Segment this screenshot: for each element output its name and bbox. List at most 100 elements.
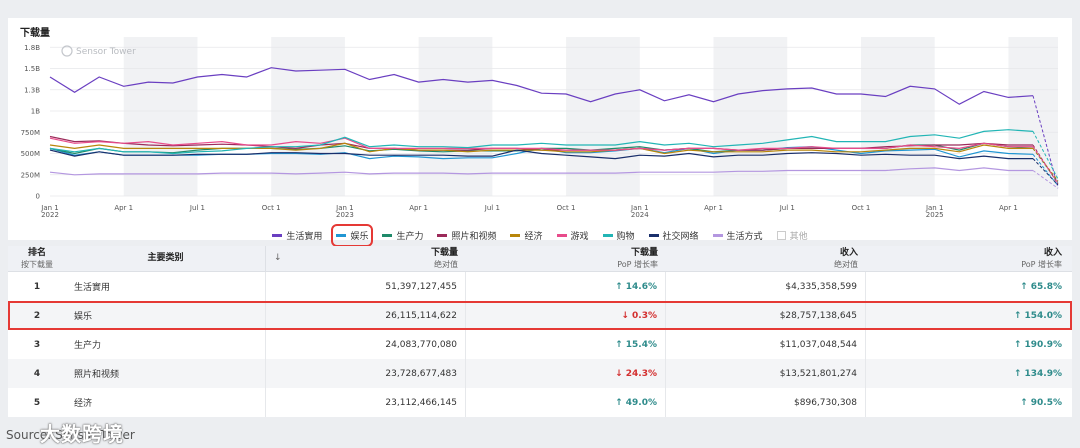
revenue-cell: $13,521,801,274 xyxy=(666,359,866,388)
sort-arrow-icon[interactable]: ↓ xyxy=(274,253,282,263)
x-tick-year: 2022 xyxy=(41,211,59,219)
series-line-经济 xyxy=(49,142,1033,155)
category-cell: 娱乐 xyxy=(66,301,266,330)
revenue-growth-cell: ↑ 90.5% xyxy=(1020,397,1062,408)
x-tick-label: Oct 1 xyxy=(557,204,576,212)
y-tick-label: 0 xyxy=(36,193,40,201)
series-partial-购物 xyxy=(1032,131,1059,180)
series-partial-照片和视频 xyxy=(1032,144,1059,185)
series-line-游戏 xyxy=(49,137,1033,151)
y-tick-label: 250M xyxy=(21,171,40,179)
legend-swatch xyxy=(556,233,567,237)
downloads-growth-cell: ↓ 24.3% xyxy=(466,359,666,388)
legend-label: 购物 xyxy=(616,231,635,242)
legend-swatch xyxy=(272,233,283,237)
category-cell: 生活實用 xyxy=(66,272,266,301)
downloads-cell: 24,083,770,080 xyxy=(288,330,466,359)
quarter-band xyxy=(566,37,640,196)
x-tick-year: 2025 xyxy=(926,211,944,219)
rank-cell: 2 xyxy=(33,310,41,321)
legend-item-社交网络[interactable]: 社交网络 xyxy=(648,229,699,242)
x-tick-label: Jul 1 xyxy=(484,204,500,212)
y-tick-label: 1.8B xyxy=(24,44,40,52)
rank-cell: 4 xyxy=(33,368,41,379)
header-rank[interactable]: 排名 按下载量 xyxy=(21,247,53,269)
downloads-cell: 23,112,466,145 xyxy=(288,388,466,417)
x-tick-label: Jan 1 xyxy=(925,204,943,212)
downloads-cell: 23,728,677,483 xyxy=(288,359,466,388)
legend-item-生产力[interactable]: 生产力 xyxy=(382,229,423,242)
legend-label: 生产力 xyxy=(396,231,424,242)
series-lines xyxy=(49,67,1059,189)
y-tick-label: 750M xyxy=(21,129,40,137)
legend-item-生活方式[interactable]: 生活方式 xyxy=(712,229,763,242)
category-cell: 经济 xyxy=(66,388,266,417)
revenue-cell: $4,335,358,599 xyxy=(666,272,866,301)
downloads-growth-cell: ↓ 0.3% xyxy=(466,301,666,330)
header-downloads[interactable]: 下载量 绝对值 xyxy=(430,247,458,269)
series-partial-生活方式 xyxy=(1032,170,1059,189)
series-line-社交网络 xyxy=(49,149,1033,160)
table-row[interactable]: 3 生产力 24,083,770,080 ↑ 15.4% $11,037,048,544… xyxy=(8,330,1072,359)
series-partial-生活實用 xyxy=(1032,95,1059,188)
x-tick-label: Apr 1 xyxy=(409,204,428,212)
y-axis-ticks: 0 250M 500M 750M 1B 1.3B 1.5B 1.8B xyxy=(21,44,41,201)
legend-swatch xyxy=(776,230,786,240)
table-row[interactable]: 4 照片和视频 23,728,677,483 ↓ 24.3% $13,521,801,2… xyxy=(8,359,1072,388)
legend-swatch xyxy=(437,233,448,237)
x-tick-label: Apr 1 xyxy=(114,204,133,212)
watermark-text: Sensor Tower xyxy=(76,47,136,57)
x-tick-label: Jul 1 xyxy=(189,204,205,212)
legend-item-照片和视频[interactable]: 照片和视频 xyxy=(437,229,496,242)
legend-label: 其他 xyxy=(789,231,808,242)
series-partial-娱乐 xyxy=(1032,154,1059,187)
y-tick-label: 1.5B xyxy=(24,65,40,73)
legend-item-其他[interactable]: 其他 xyxy=(776,229,808,242)
x-tick-year: 2023 xyxy=(336,211,354,219)
series-line-生活方式 xyxy=(49,167,1033,176)
header-category[interactable]: 主要类别 xyxy=(66,246,266,271)
revenue-growth-cell: ↑ 190.9% xyxy=(1013,339,1062,350)
x-tick-year: 2024 xyxy=(631,211,649,219)
y-tick-label: 1.3B xyxy=(24,86,40,94)
legend-item-购物[interactable]: 购物 xyxy=(602,229,635,242)
legend-item-娱乐[interactable]: 娱乐 xyxy=(331,223,374,247)
footer: Source: Sensor Tower 大数跨境 xyxy=(0,418,300,448)
series-line-购物 xyxy=(49,129,1034,155)
table-header: 排名 按下载量 主要类别 ↓ 下载量 绝对值 下载量 PoP 增长率 收入 绝对… xyxy=(8,246,1072,272)
series-partial-游戏 xyxy=(1032,146,1059,184)
logo-watermark: 大数跨境 xyxy=(40,422,124,446)
header-downloads-growth[interactable]: 下载量 PoP 增长率 xyxy=(617,247,658,269)
table-row[interactable]: 5 经济 23,112,466,145 ↑ 49.0% $896,730,308 ↑ 90… xyxy=(8,388,1072,417)
legend-item-生活實用[interactable]: 生活實用 xyxy=(272,229,322,242)
legend-item-游戏[interactable]: 游戏 xyxy=(556,229,589,242)
rank-cell: 5 xyxy=(33,397,41,408)
quarter-band xyxy=(713,37,788,196)
quarter-band xyxy=(271,37,345,196)
legend-label: 游戏 xyxy=(570,231,589,242)
x-tick-label: Oct 1 xyxy=(262,204,281,212)
legend-label: 生活實用 xyxy=(286,231,323,242)
quarter-band xyxy=(123,37,198,196)
x-tick-label: Apr 1 xyxy=(999,204,1018,212)
quarter-bands xyxy=(123,37,1058,196)
legend-label: 照片和视频 xyxy=(451,231,497,242)
rank-cell: 3 xyxy=(33,339,41,350)
downloads-growth-cell: ↑ 15.4% xyxy=(466,330,666,359)
legend-swatch xyxy=(602,233,613,237)
table-row[interactable]: 1 生活實用 51,397,127,455 ↑ 14.6% $4,335,358,599… xyxy=(8,272,1072,301)
table-row[interactable]: 2 娱乐 26,115,114,622 ↓ 0.3% $28,757,138,645 ↑ … xyxy=(8,301,1072,330)
grid-lines xyxy=(50,46,1058,197)
x-tick-label: Oct 1 xyxy=(852,204,871,212)
downloads-cell: 51,397,127,455 xyxy=(288,272,466,301)
legend-label: 社交网络 xyxy=(662,231,699,242)
chart-legend: 生活實用 娱乐 生产力 照片和视频 经济 游戏 购物 社交网络 生活方式 其他 xyxy=(0,223,1080,247)
header-revenue-growth[interactable]: 收入 PoP 增长率 xyxy=(1021,247,1062,269)
rank-cell: 1 xyxy=(33,281,41,292)
legend-item-经济[interactable]: 经济 xyxy=(510,229,543,242)
legend-swatch xyxy=(712,233,723,237)
source-text: Source: Sensor Tower xyxy=(6,428,135,442)
header-revenue[interactable]: 收入 绝对值 xyxy=(834,247,858,269)
table-body: 1 生活實用 51,397,127,455 ↑ 14.6% $4,335,358,599… xyxy=(8,272,1072,417)
y-tick-label: 1B xyxy=(31,108,40,116)
